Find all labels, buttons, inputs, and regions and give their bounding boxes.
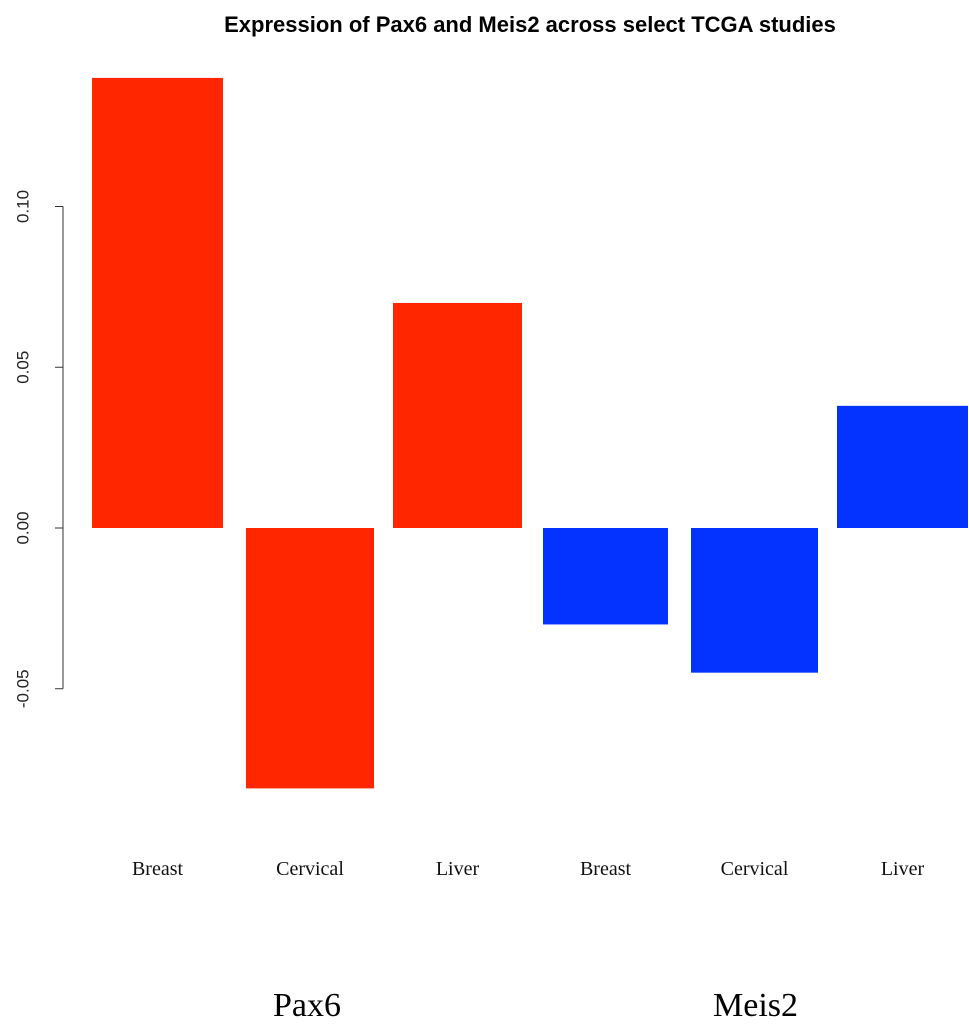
bar-meis2-cervical bbox=[691, 528, 818, 673]
group-label: Pax6 bbox=[273, 987, 341, 1024]
group-label: Meis2 bbox=[713, 987, 798, 1024]
x-tick-label: Cervical bbox=[721, 858, 789, 880]
category-labels: Breast Cervical Liver Breast Cervical Liver bbox=[132, 858, 925, 880]
x-tick-label: Breast bbox=[132, 858, 184, 880]
bar-meis2-breast bbox=[543, 528, 668, 625]
bar-pax6-cervical bbox=[246, 528, 374, 789]
y-axis: -0.05 0.00 0.05 0.10 bbox=[14, 190, 64, 708]
y-tick-label: -0.05 bbox=[14, 669, 33, 708]
group-labels: Pax6 Meis2 bbox=[273, 987, 798, 1024]
bars bbox=[92, 77, 968, 789]
x-tick-label: Liver bbox=[436, 858, 480, 880]
x-tick-label: Cervical bbox=[276, 858, 344, 880]
bar-pax6-breast bbox=[92, 77, 223, 529]
y-tick-label: 0.05 bbox=[14, 351, 33, 384]
x-tick-label: Breast bbox=[580, 858, 632, 880]
y-tick-label: 0.00 bbox=[14, 511, 33, 544]
bar-meis2-liver bbox=[837, 405, 968, 528]
y-tick-label: 0.10 bbox=[14, 190, 33, 223]
bar-pax6-liver bbox=[393, 302, 522, 528]
chart-title: Expression of Pax6 and Meis2 across sele… bbox=[224, 12, 836, 37]
x-tick-label: Liver bbox=[881, 858, 925, 880]
